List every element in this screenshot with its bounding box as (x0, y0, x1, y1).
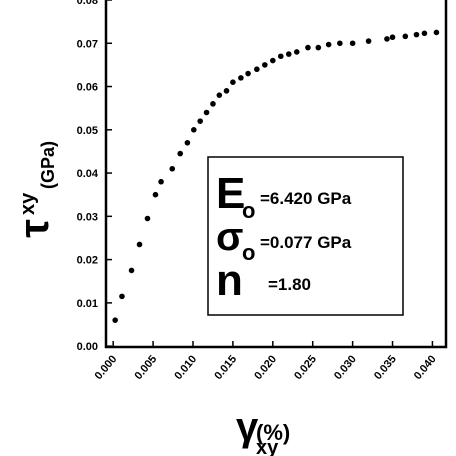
point (384, 36, 390, 42)
point (389, 34, 396, 41)
point (152, 191, 159, 198)
point (216, 92, 223, 98)
annotation-symbol: n (216, 256, 243, 305)
x-tick-label: 0.010 (172, 353, 199, 382)
annotation-sub: o (242, 198, 255, 223)
point (177, 150, 184, 157)
point (270, 57, 276, 64)
point (190, 127, 197, 133)
x-tick-label: 0.015 (212, 353, 239, 382)
y-tick-label: 0.05 (77, 125, 98, 137)
y-tick-label: 0.03 (77, 211, 98, 223)
y-title-unit: (GPa) (38, 141, 58, 189)
point (210, 101, 216, 107)
x-tick-label: 0.035 (372, 353, 399, 382)
x-title-unit: (%) (256, 420, 290, 445)
point (421, 30, 428, 37)
y-axis-title: τ xy (GPa) (10, 141, 58, 238)
point (285, 51, 292, 57)
annotation-symbol: E (216, 169, 245, 218)
annotation-text: =1.80 (268, 275, 311, 294)
annotation-sub: o (242, 240, 255, 265)
point (325, 41, 332, 48)
point (203, 109, 210, 116)
x-tick-label: 0.005 (132, 353, 159, 382)
point (433, 29, 440, 36)
point (184, 139, 191, 146)
x-title-symbol: γ (236, 405, 259, 449)
point (112, 317, 118, 323)
y-tick-label: 0.04 (77, 168, 99, 180)
point (254, 66, 260, 73)
annotation-symbol: σ (216, 215, 243, 259)
y-tick-label: 0.00 (77, 341, 98, 353)
point (293, 49, 300, 55)
point (230, 79, 236, 86)
point (337, 40, 343, 47)
point (349, 40, 356, 47)
point (262, 62, 268, 68)
annotation-text: =6.420 GPa (260, 189, 352, 208)
point (305, 44, 311, 51)
y-tick-label: 0.08 (77, 0, 98, 7)
point (413, 31, 420, 38)
annotation-text: =0.077 GPa (260, 233, 352, 252)
point (223, 88, 230, 94)
x-tick-label: 0.040 (412, 353, 439, 382)
y-title-sup: xy (17, 192, 39, 215)
point (169, 165, 176, 172)
point (245, 70, 251, 77)
y-tick-label: 0.06 (77, 82, 98, 94)
x-tick-label: 0.030 (332, 353, 359, 382)
x-tick-label: 0.025 (292, 353, 319, 382)
y-title-symbol: τ (10, 219, 57, 238)
point (119, 293, 125, 300)
point (238, 75, 244, 81)
y-tick-label: 0.07 (77, 38, 98, 50)
point (402, 33, 409, 40)
point (365, 38, 372, 44)
x-tick-label: 0.000 (93, 353, 120, 382)
point (158, 178, 164, 185)
point (197, 118, 203, 124)
point (128, 267, 135, 274)
x-axis-title: γ xy (%) (236, 405, 290, 456)
x-title-sub: xy (256, 437, 279, 456)
y-tick-label: 0.02 (77, 255, 98, 267)
y-tick-label: 0.01 (77, 298, 98, 310)
point (277, 53, 284, 60)
point (144, 215, 151, 222)
annotation-box (207, 156, 404, 316)
point (136, 241, 143, 248)
point (315, 44, 322, 51)
x-tick-label: 0.020 (252, 353, 279, 382)
